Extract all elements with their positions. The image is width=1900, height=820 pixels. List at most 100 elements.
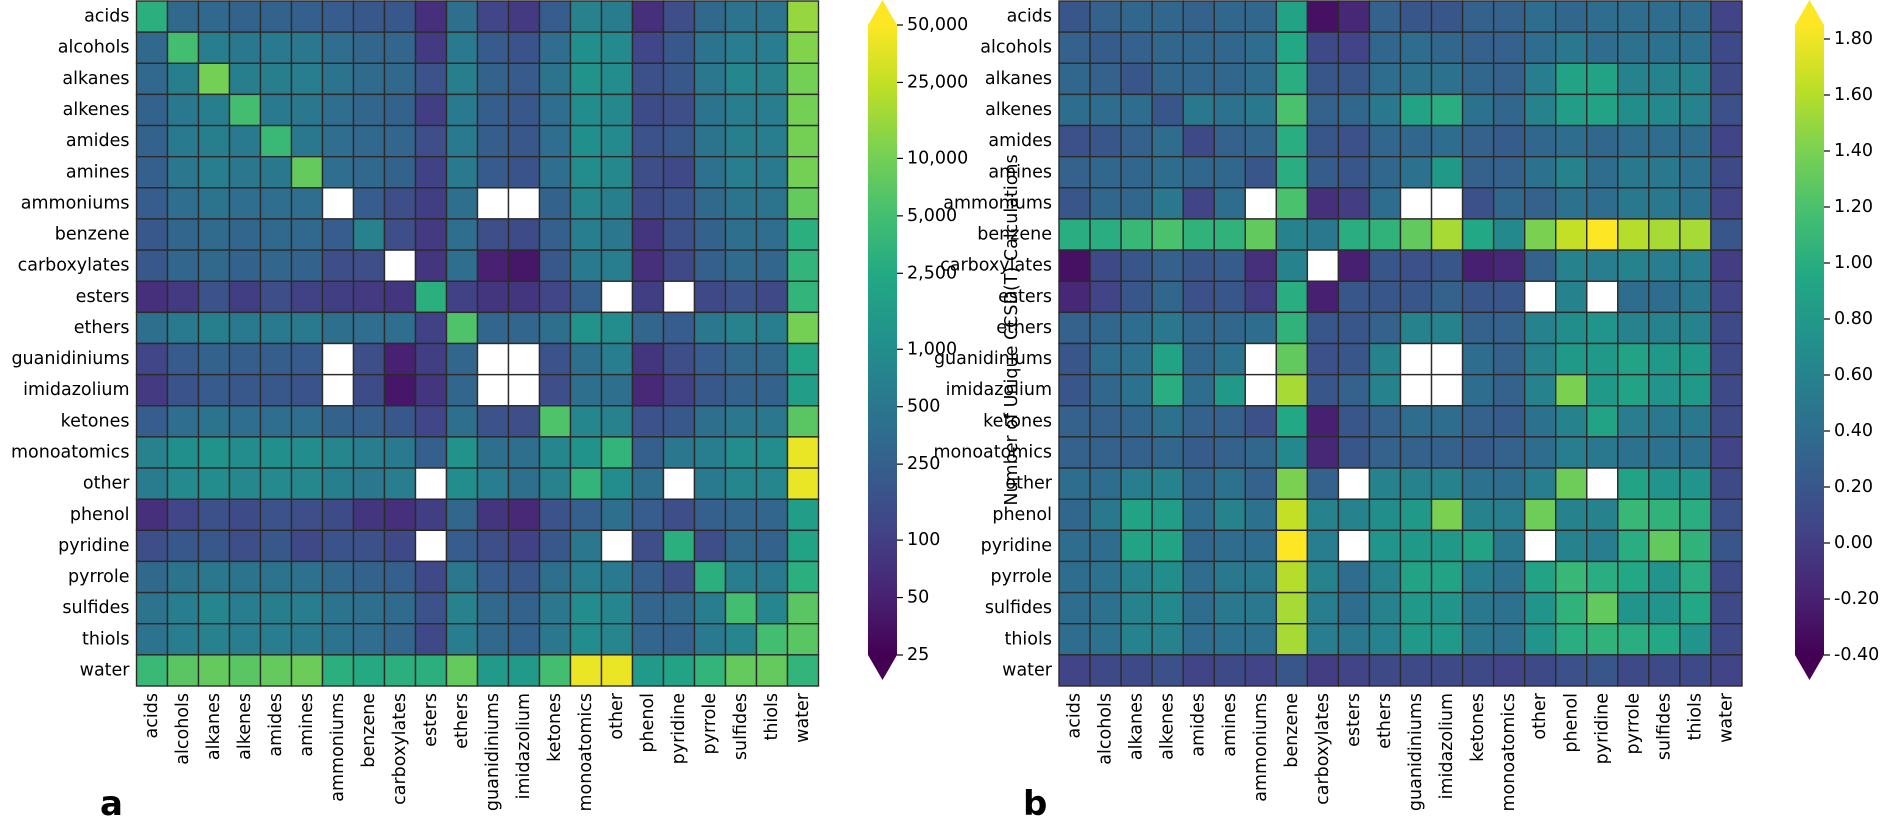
- heatmap-cell: [414, 280, 448, 314]
- heatmap-cell: [197, 62, 231, 96]
- heatmap-cell: [259, 280, 293, 314]
- heatmap-cell: [1523, 591, 1557, 625]
- heatmap-cell: [600, 373, 634, 407]
- row-label: imidazolium: [23, 380, 129, 400]
- heatmap-cell: [1213, 529, 1246, 563]
- heatmap-cell: [507, 373, 541, 407]
- heatmap-cell: [1710, 405, 1743, 438]
- heatmap-cell: [1244, 187, 1278, 220]
- colorbar-tick-label: 0.80: [1834, 309, 1873, 329]
- heatmap-cell: [414, 498, 448, 532]
- heatmap-cell: [1244, 124, 1278, 158]
- heatmap-cell: [1275, 31, 1309, 64]
- heatmap-cell: [1275, 187, 1309, 220]
- column-label: ammoniums: [1251, 693, 1271, 802]
- heatmap-cell: [414, 591, 448, 625]
- heatmap-cell: [507, 529, 541, 563]
- heatmap-cell: [1523, 467, 1557, 500]
- row-label: alkanes: [62, 69, 129, 89]
- column-label: ammoniums: [328, 693, 348, 802]
- heatmap-cell: [259, 124, 293, 158]
- heatmap-cell: [445, 93, 479, 127]
- heatmap-cell: [166, 62, 200, 96]
- heatmap-cell: [1058, 654, 1091, 687]
- heatmap-cell: [507, 62, 541, 96]
- heatmap-cell: [1492, 280, 1526, 314]
- heatmap-cell: [693, 31, 727, 64]
- heatmap-cell: [1617, 249, 1650, 282]
- heatmap-cell: [197, 498, 231, 532]
- heatmap-cell: [383, 249, 417, 282]
- heatmap-cell: [631, 654, 665, 687]
- heatmap-cell: [569, 342, 603, 376]
- heatmap-cell: [1710, 218, 1743, 251]
- heatmap-cell: [1120, 155, 1153, 189]
- column-label: alkanes: [204, 693, 224, 760]
- heatmap-cell: [197, 560, 231, 594]
- heatmap-cell: [1399, 311, 1433, 345]
- heatmap-cell: [1430, 0, 1464, 33]
- heatmap-cell: [1337, 529, 1371, 563]
- heatmap-cell: [259, 249, 293, 282]
- heatmap-cell: [228, 342, 262, 376]
- heatmap-cell: [476, 187, 510, 220]
- column-label: imidazolium: [1437, 693, 1457, 799]
- heatmap-cell: [476, 62, 510, 96]
- heatmap-cell: [1058, 529, 1091, 563]
- heatmap-cell: [1430, 93, 1464, 127]
- heatmap-cell: [1213, 498, 1246, 532]
- heatmap-cell: [1244, 218, 1278, 251]
- heatmap-cell: [1586, 124, 1619, 158]
- heatmap-cell: [662, 124, 696, 158]
- heatmap-cell: [538, 218, 572, 251]
- colorbar-tick-label: 0.20: [1834, 477, 1873, 497]
- heatmap-cell: [383, 31, 417, 64]
- heatmap-cell: [1244, 654, 1278, 687]
- heatmap-cell: [538, 187, 572, 220]
- heatmap-cell: [1337, 62, 1371, 96]
- heatmap-cell: [724, 498, 758, 532]
- heatmap-cell: [1213, 342, 1246, 376]
- heatmap-cell: [693, 467, 727, 500]
- heatmap-cell: [1523, 31, 1557, 64]
- row-label: carboxylates: [18, 256, 130, 276]
- heatmap-cell: [1461, 436, 1495, 469]
- heatmap-cell: [321, 467, 355, 500]
- heatmap-cell: [507, 155, 541, 189]
- heatmap-cell: [383, 654, 417, 687]
- heatmap-cell: [1151, 342, 1184, 376]
- heatmap-cell: [1555, 623, 1588, 656]
- heatmap-cell: [135, 311, 169, 345]
- heatmap-cell: [631, 498, 665, 532]
- heatmap-cell: [1710, 31, 1743, 64]
- heatmap-cell: [569, 155, 603, 189]
- heatmap-cell: [228, 373, 262, 407]
- row-label: ketones: [61, 411, 130, 431]
- column-label: carboxylates: [1313, 693, 1333, 805]
- heatmap-cell: [166, 560, 200, 594]
- heatmap-cell: [1244, 342, 1278, 376]
- heatmap-cell: [569, 529, 603, 563]
- heatmap-cell: [414, 373, 448, 407]
- heatmap-cell: [383, 342, 417, 376]
- heatmap-cell: [1523, 654, 1557, 687]
- heatmap-cell: [786, 467, 820, 500]
- heatmap-cell: [1648, 218, 1681, 251]
- heatmap-cell: [1399, 405, 1433, 438]
- heatmap-cell: [1710, 373, 1743, 407]
- heatmap-cell: [1058, 373, 1091, 407]
- heatmap-cell: [693, 218, 727, 251]
- heatmap-cell: [1461, 342, 1495, 376]
- heatmap-cell: [1399, 436, 1433, 469]
- heatmap-cell: [1089, 373, 1122, 407]
- heatmap-cell: [1679, 342, 1712, 376]
- heatmap-cell: [352, 249, 386, 282]
- heatmap-cell: [631, 405, 665, 438]
- heatmap-cell: [1337, 436, 1371, 469]
- heatmap-cell: [1461, 218, 1495, 251]
- heatmap-cell: [724, 62, 758, 96]
- heatmap-cell: [600, 93, 634, 127]
- heatmap-cell: [1430, 591, 1464, 625]
- heatmap-cell: [1523, 124, 1557, 158]
- heatmap-cell: [600, 155, 634, 189]
